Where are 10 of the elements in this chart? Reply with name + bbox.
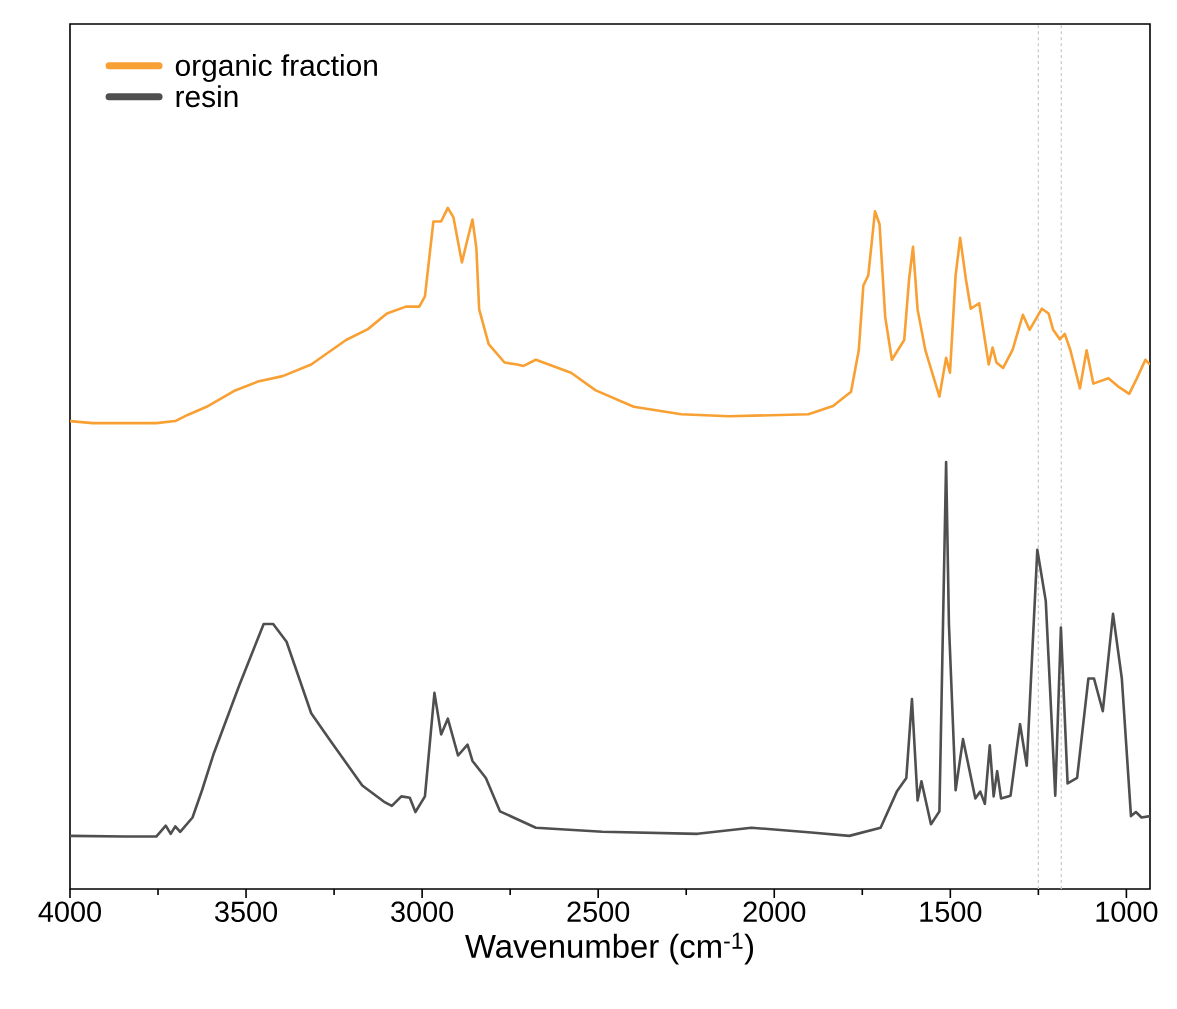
x-axis-title: Wavenumber (cm$^{-1}$) — [465, 932, 753, 965]
x-tick-label: 2000 — [743, 901, 806, 922]
legend-label: resin — [176, 85, 238, 108]
legend-label: organic fraction — [175, 54, 377, 82]
x-tick-label: 1500 — [920, 901, 982, 922]
x-tick-label: 1000 — [1096, 901, 1158, 922]
x-tick-label: 4000 — [38, 901, 101, 922]
x-tick-label: 3500 — [215, 901, 278, 922]
x-tick-label: 3000 — [391, 901, 454, 922]
x-tick-label: 2500 — [567, 901, 630, 922]
